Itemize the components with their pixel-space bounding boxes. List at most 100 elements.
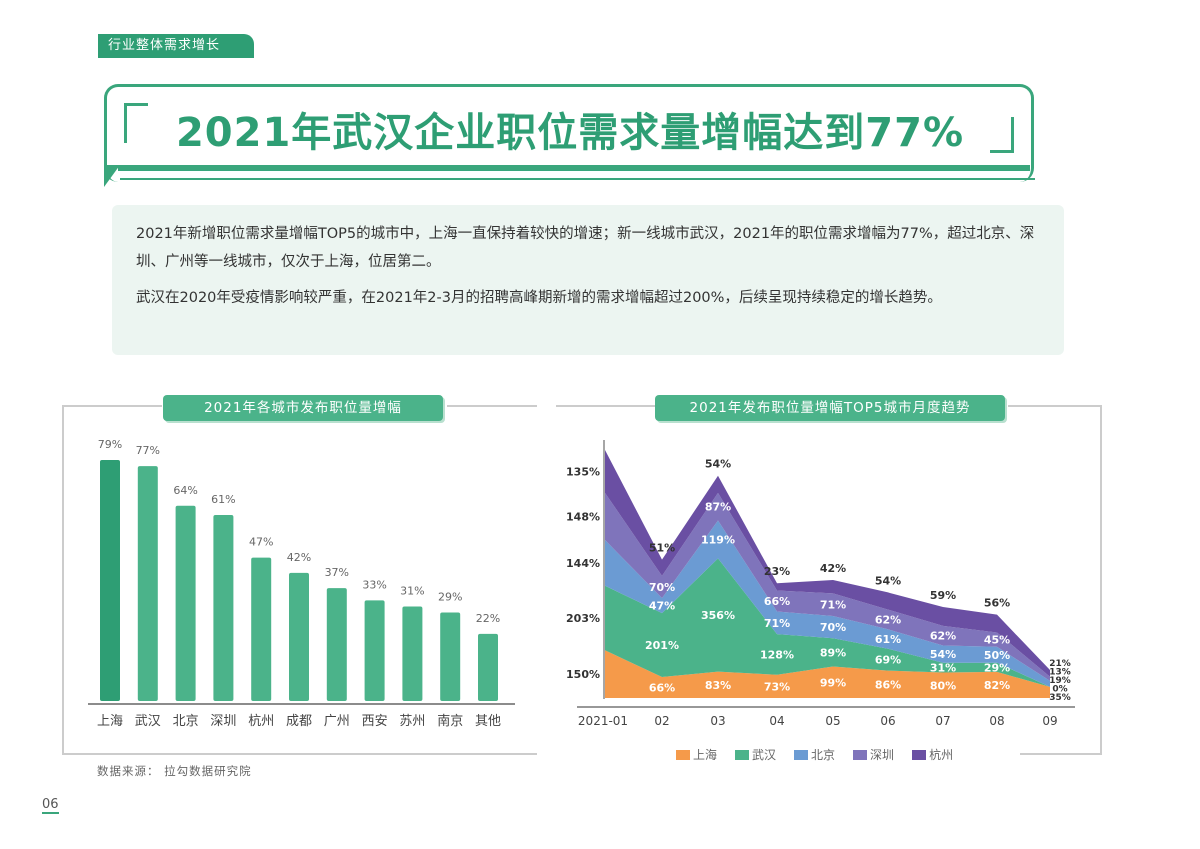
bar xyxy=(100,460,120,701)
x-tick-label: 北京 xyxy=(173,714,199,729)
area-value-label: 21% xyxy=(1049,659,1071,669)
legend-item: 上海 xyxy=(676,746,717,763)
legend-label: 武汉 xyxy=(752,748,777,762)
area-value-label: 201% xyxy=(645,639,679,652)
area-value-label: 56% xyxy=(984,597,1010,610)
area-series-上海 xyxy=(605,650,1050,698)
bar-chart-title: 2021年各城市发布职位量增幅 xyxy=(163,395,443,421)
area-series-杭州 xyxy=(605,449,1050,677)
area-value-label: 70% xyxy=(820,621,846,634)
area-value-label: 144% xyxy=(566,557,600,570)
area-value-label: 82% xyxy=(984,679,1010,692)
area-value-label: 83% xyxy=(705,679,731,692)
area-value-label: 71% xyxy=(764,617,790,630)
bar-value-label: 64% xyxy=(173,484,197,497)
bar-value-label: 42% xyxy=(287,551,311,564)
legend-item: 深圳 xyxy=(853,746,894,763)
x-tick-label: 06 xyxy=(880,714,895,728)
bar xyxy=(289,572,309,701)
legend-item: 北京 xyxy=(794,746,835,763)
bar-value-label: 31% xyxy=(400,584,424,597)
bar xyxy=(137,466,158,701)
legend-swatch-icon xyxy=(735,749,750,760)
x-tick-label: 深圳 xyxy=(210,714,236,729)
legend-swatch-icon xyxy=(853,749,868,760)
frame-line xyxy=(1020,753,1102,755)
area-value-label: 54% xyxy=(705,458,731,471)
area-value-label: 89% xyxy=(820,646,846,659)
summary-box: 2021年新增职位需求量增幅TOP5的城市中，上海一直保持着较快的增速；新一线城… xyxy=(112,205,1064,355)
legend-label: 深圳 xyxy=(870,748,895,762)
area-value-label: 86% xyxy=(875,678,901,691)
x-tick-label: 05 xyxy=(825,714,840,728)
frame-line xyxy=(1100,405,1102,755)
summary-paragraph: 武汉在2020年受疫情影响较严重，在2021年2-3月的招聘高峰期新增的需求增幅… xyxy=(136,290,942,306)
x-tick-label: 02 xyxy=(654,714,669,728)
area-value-label: 87% xyxy=(705,501,731,514)
area-value-label: 62% xyxy=(875,613,901,626)
frame-line xyxy=(1008,405,1101,407)
area-value-label: 73% xyxy=(764,680,790,693)
area-value-label: 71% xyxy=(820,599,846,612)
legend-swatch-icon xyxy=(794,749,809,760)
area-value-label: 62% xyxy=(930,630,956,643)
area-value-label: 61% xyxy=(875,633,901,646)
frame-line xyxy=(447,405,537,407)
bar-value-label: 22% xyxy=(476,612,500,625)
legend-item: 武汉 xyxy=(735,746,776,763)
bar xyxy=(364,600,385,701)
area-value-label: 135% xyxy=(566,465,600,478)
bracket-left-icon xyxy=(124,103,148,143)
area-value-label: 19% xyxy=(1049,676,1071,686)
frame-line xyxy=(556,405,656,407)
area-value-label: 13% xyxy=(1049,668,1071,678)
x-tick-label: 武汉 xyxy=(135,714,161,729)
summary-paragraph: 2021年新增职位需求量增幅TOP5的城市中，上海一直保持着较快的增速；新一线城… xyxy=(136,226,1035,270)
bar xyxy=(251,557,272,701)
left-chart-frame xyxy=(62,405,537,755)
legend-swatch-icon xyxy=(676,749,690,760)
legend-swatch-icon xyxy=(912,749,927,760)
x-tick-label: 广州 xyxy=(324,714,350,729)
bar xyxy=(440,612,461,701)
area-value-label: 31% xyxy=(930,662,956,675)
area-value-label: 128% xyxy=(760,648,794,661)
area-value-label: 47% xyxy=(649,600,675,613)
x-tick-label: 07 xyxy=(935,714,950,728)
area-value-label: 59% xyxy=(930,589,956,602)
x-tick-label: 苏州 xyxy=(399,713,425,729)
x-tick-label: 08 xyxy=(989,714,1004,728)
area-value-label: 35% xyxy=(1049,693,1071,703)
page-title: 2021年武汉企业职位需求量增幅达到77% xyxy=(175,110,965,156)
bar-value-label: 77% xyxy=(136,444,160,457)
bar-value-label: 33% xyxy=(362,578,386,591)
area-value-label: 70% xyxy=(649,581,675,594)
legend-label: 北京 xyxy=(811,748,836,762)
area-value-label: 54% xyxy=(875,574,901,587)
area-value-label: 51% xyxy=(649,542,675,555)
frame-line xyxy=(62,405,162,407)
x-tick-label: 上海 xyxy=(97,714,123,729)
area-chart-legend: 上海 武汉 北京 深圳 杭州 xyxy=(676,746,953,763)
area-value-label: 42% xyxy=(820,562,846,575)
x-tick-label: 南京 xyxy=(437,713,463,729)
bar-value-label: 37% xyxy=(325,566,349,579)
bar xyxy=(402,606,423,701)
bar xyxy=(213,514,234,701)
area-chart-title: 2021年发布职位量增幅TOP5城市月度趋势 xyxy=(655,395,1005,421)
bar xyxy=(175,505,196,701)
area-series-北京 xyxy=(605,520,1050,687)
x-tick-label: 杭州 xyxy=(248,714,274,729)
area-value-label: 356% xyxy=(701,609,735,622)
area-value-label: 203% xyxy=(566,612,600,625)
area-value-label: 54% xyxy=(930,648,956,661)
bar xyxy=(478,633,498,701)
area-value-label: 0% xyxy=(1052,685,1067,695)
bar xyxy=(326,588,347,701)
section-tag: 行业整体需求增长 xyxy=(98,34,254,58)
x-tick-label: 04 xyxy=(769,714,784,728)
area-value-label: 80% xyxy=(930,679,956,692)
title-tail xyxy=(104,165,120,187)
legend-label: 杭州 xyxy=(929,748,954,762)
